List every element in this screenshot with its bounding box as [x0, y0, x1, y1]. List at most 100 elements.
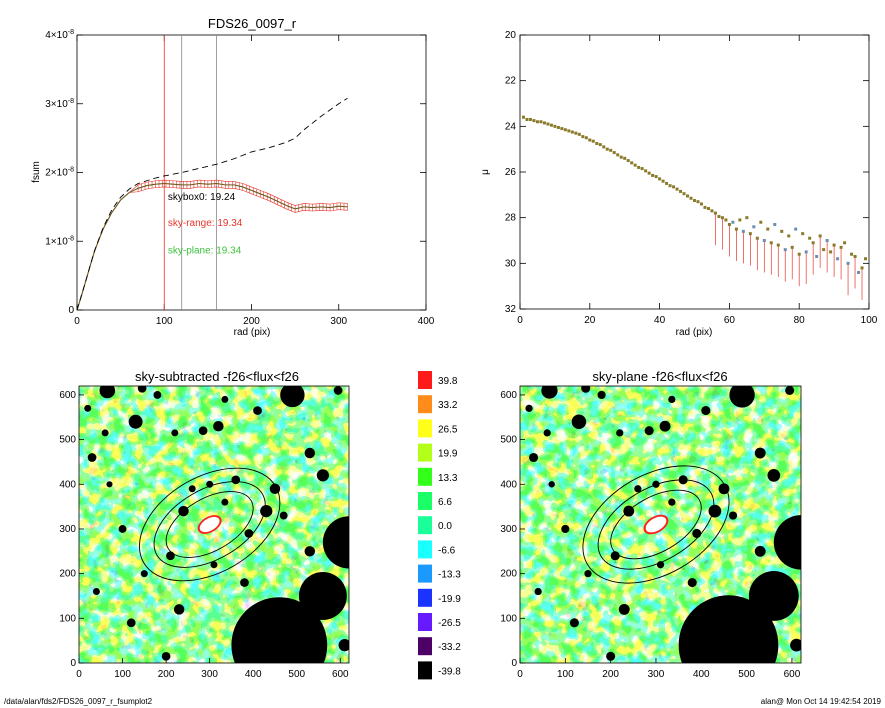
- map-ytick-label: 500: [500, 435, 517, 446]
- masked-source: [525, 404, 533, 412]
- colorbar-label: 13.3: [438, 473, 458, 484]
- map-ytick-label: 300: [500, 524, 517, 535]
- sb-point: [570, 130, 574, 134]
- sb-point: [525, 117, 529, 121]
- masked-source: [548, 481, 555, 488]
- map-xtick-label: 600: [332, 669, 349, 680]
- masked-source: [221, 498, 229, 506]
- map-ytick-label: 600: [500, 390, 517, 401]
- sb-point: [665, 181, 669, 185]
- map-xtick-label: 100: [557, 669, 574, 680]
- aperture-ellipse-2: [138, 467, 281, 582]
- sb-point: [724, 218, 728, 222]
- sb-point: [654, 175, 658, 179]
- sb-point: [741, 229, 745, 233]
- sb-point: [637, 165, 641, 169]
- masked-source: [569, 618, 579, 628]
- sb-point: [535, 120, 539, 124]
- sb-point: [609, 148, 613, 152]
- masked-source: [166, 551, 175, 561]
- galaxy-core: [645, 516, 667, 533]
- sb-ytick-label: 30: [505, 258, 517, 269]
- growth-title: FDS26_0097_r: [208, 16, 297, 31]
- sb-xtick-label: 0: [517, 315, 523, 326]
- colorbar-label: -19.9: [438, 594, 461, 605]
- map-xtick-label: 200: [602, 669, 619, 680]
- growth-ytick-label: 4×10-8: [45, 29, 74, 41]
- masked-source: [767, 469, 781, 482]
- masked-source: [304, 447, 316, 459]
- map-ytick-label: 600: [59, 390, 76, 401]
- masked-source: [708, 504, 722, 518]
- sb-point: [581, 135, 585, 139]
- colorbar-swatch: [418, 516, 432, 535]
- sb-point: [776, 243, 780, 247]
- sb-point: [738, 218, 742, 222]
- masked-source: [92, 588, 100, 595]
- sb-point: [546, 122, 550, 126]
- sb-point: [528, 117, 532, 121]
- sb-xtick-label: 20: [584, 315, 596, 326]
- sb-point: [630, 161, 634, 165]
- sb-point: [626, 159, 630, 163]
- masked-source: [322, 516, 349, 569]
- footer-path: /data/alan/fds2/FDS26_0097_r_fsumplot2: [4, 697, 153, 706]
- masked-source: [231, 597, 328, 663]
- aperture-ellipse-2: [582, 465, 730, 584]
- sb-point: [560, 127, 564, 131]
- sb-point: [640, 167, 644, 171]
- sb-point: [577, 132, 581, 136]
- sb-xtick-label: 80: [794, 315, 806, 326]
- masked-source: [785, 386, 795, 395]
- sb-point: [804, 250, 808, 254]
- growth-ytick-label: 0: [68, 305, 74, 316]
- colorbar-label: 39.8: [438, 376, 458, 387]
- colorbar-label: -13.3: [438, 570, 461, 581]
- map-xtick-label: 500: [288, 669, 305, 680]
- sb-point: [595, 141, 599, 145]
- sb-point: [769, 241, 773, 245]
- sb-point: [696, 200, 700, 204]
- map-ytick-label: 0: [70, 658, 76, 669]
- masked-source: [659, 420, 671, 432]
- masked-source: [571, 414, 587, 429]
- sb-point: [811, 241, 815, 245]
- growth-ytick-label: 2×10-8: [45, 167, 74, 179]
- masked-source: [687, 578, 697, 588]
- sb-point: [773, 223, 777, 227]
- sb-ytick-label: 24: [505, 121, 517, 132]
- sb-point: [836, 257, 840, 261]
- sb-point: [542, 121, 546, 125]
- sb-point: [752, 225, 756, 229]
- sb-point: [801, 232, 805, 236]
- map-ytick-label: 200: [500, 569, 517, 580]
- map-ytick-label: 100: [500, 613, 517, 624]
- colorbar-label: -6.6: [438, 545, 456, 556]
- masked-source: [729, 386, 755, 408]
- masked-source: [280, 386, 305, 408]
- masked-source: [253, 406, 262, 415]
- sb-point: [668, 184, 672, 188]
- sb-point: [745, 216, 749, 220]
- colorbar-swatch: [418, 395, 432, 414]
- masked-source: [118, 525, 127, 533]
- map-ytick-label: 400: [59, 479, 76, 490]
- aperture-ellipse-0: [153, 481, 266, 568]
- sb-point: [829, 250, 833, 254]
- masked-source: [240, 578, 249, 587]
- sb-point: [521, 115, 525, 119]
- map-ytick-label: 200: [59, 569, 76, 580]
- sb-point: [720, 216, 724, 220]
- map-xtick-label: 400: [693, 669, 710, 680]
- masked-source: [773, 515, 801, 570]
- masked-source: [610, 551, 620, 561]
- map-ytick-label: 400: [500, 479, 517, 490]
- growth-plot-frame: [76, 34, 427, 311]
- sky-subtracted-title: sky-subtracted -f26<flux<f26: [135, 369, 299, 384]
- sb-point: [794, 227, 798, 231]
- masked-source: [541, 386, 558, 399]
- sb-point: [857, 270, 861, 274]
- masked-source: [333, 386, 343, 395]
- colorbar-label: 26.5: [438, 424, 458, 435]
- masked-source: [137, 386, 147, 393]
